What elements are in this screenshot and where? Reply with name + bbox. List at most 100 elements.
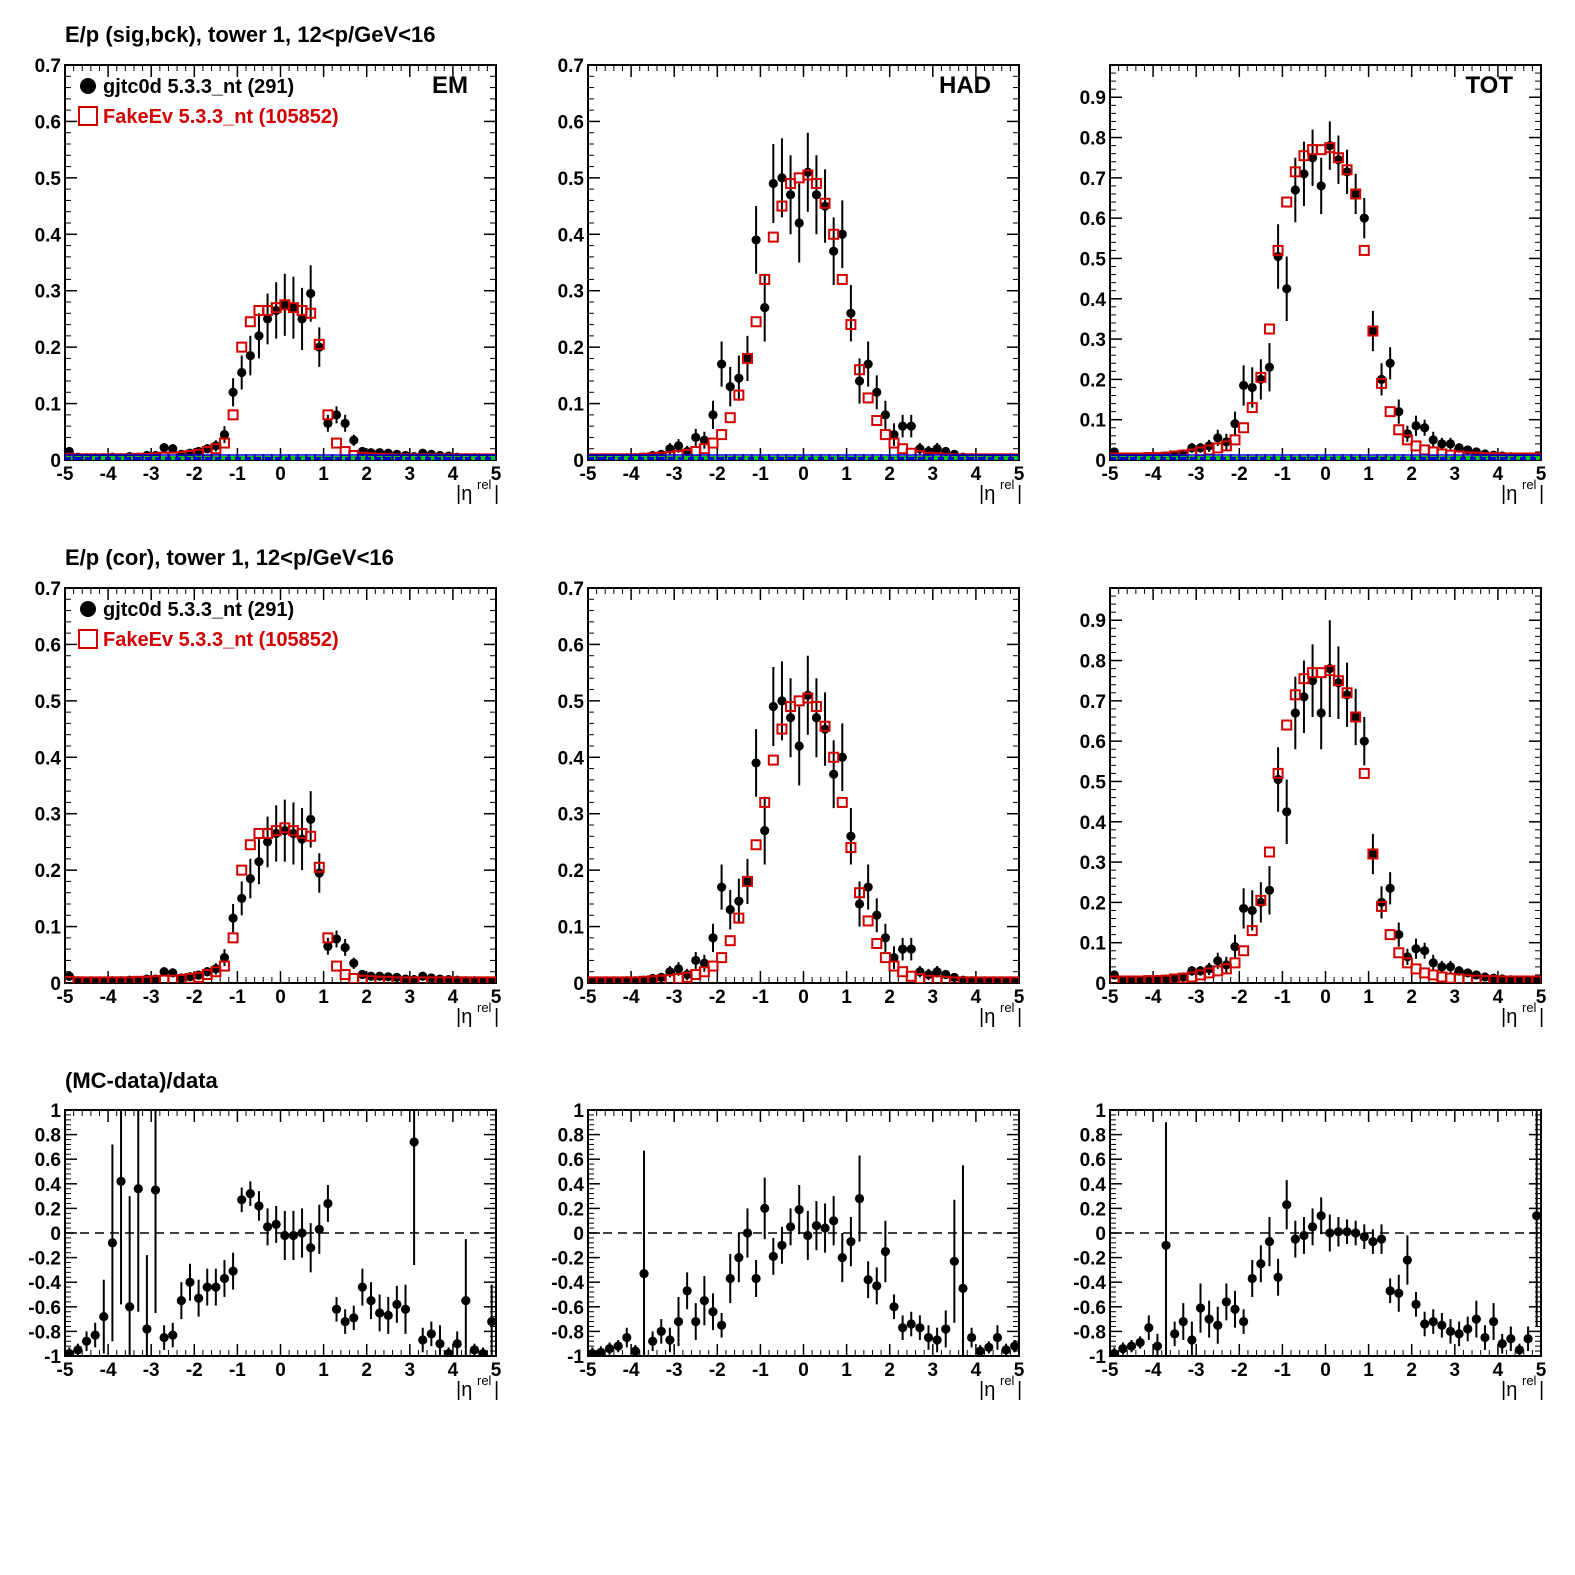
data-point (176, 1296, 186, 1306)
x-axis-label: |η (979, 1006, 995, 1028)
plot-area (1110, 121, 1541, 460)
data-point (331, 410, 342, 420)
mc-point (227, 932, 239, 944)
y-tick-label: 0 (50, 451, 61, 472)
y-tick-label: 0.7 (558, 579, 584, 600)
data-point (949, 1256, 959, 1266)
y-tick-label: 0.7 (558, 56, 584, 77)
x-tick-label: 3 (1450, 1360, 1461, 1381)
x-tick-label: 1 (841, 987, 852, 1008)
x-axis-label-sup: rel (477, 1000, 492, 1015)
y-tick-label: 0.4 (35, 748, 62, 769)
data-point (237, 1195, 247, 1205)
data-point (237, 893, 247, 903)
x-tick-label: -1 (752, 1360, 769, 1381)
y-tick-label: 0.3 (35, 805, 61, 826)
data-point (880, 1246, 890, 1257)
panel-tag-em: EM (432, 72, 468, 99)
data-point (1514, 1345, 1525, 1355)
data-point (829, 1216, 839, 1226)
data-point (1273, 1272, 1283, 1282)
data-point (898, 944, 908, 954)
y-tick-label: 0.2 (1080, 893, 1106, 914)
y-tick-label: 0.2 (558, 338, 584, 359)
x-tick-label: -5 (57, 1360, 74, 1381)
plot-frame (1109, 64, 1542, 461)
data-point (73, 1345, 83, 1355)
mc-point (871, 938, 883, 949)
plot-area (588, 655, 1019, 983)
x-tick-label: -1 (229, 464, 246, 485)
mc-point (767, 754, 779, 766)
data-point (150, 1185, 161, 1195)
data-point (357, 1282, 367, 1292)
data-point (829, 246, 839, 256)
mc-point (1272, 244, 1284, 256)
y-tick-label: 0.4 (1080, 1175, 1107, 1196)
x-tick-label: -5 (1102, 464, 1119, 485)
mc-point (888, 437, 900, 449)
x-axis-label: |η (1501, 1006, 1517, 1028)
x-axis-label-bar: | (1539, 1379, 1544, 1401)
data-point (604, 1344, 615, 1354)
mc-point (1367, 848, 1379, 860)
data-point (1110, 1348, 1119, 1356)
y-tick-label: 0.4 (558, 1175, 585, 1196)
mc-point (244, 839, 256, 851)
panel-had-row0: -5 -4 -3 -2 -1 0 1 2 3 4 5 0 0.1 0.2 0.3 0.4 0.5 0.6 0.7 |η… (558, 56, 1025, 505)
y-tick-label: 0.1 (558, 395, 585, 416)
data-point (478, 1348, 488, 1356)
y-tick-label: 0.1 (35, 395, 62, 416)
y-tick-label: 0.5 (35, 169, 62, 190)
background-marker (1009, 454, 1019, 460)
data-point (1359, 1232, 1369, 1242)
data-point (1445, 1326, 1456, 1336)
mc-point (836, 796, 848, 808)
data-point (898, 421, 908, 431)
mc-point (845, 319, 857, 331)
x-tick-label: 3 (1450, 987, 1461, 1008)
data-point (1420, 1319, 1430, 1329)
data-point (863, 1275, 873, 1285)
data-point (331, 934, 342, 944)
y-tick-label: 0.1 (1080, 934, 1107, 955)
x-axis-label-bar: | (1539, 1006, 1544, 1028)
plot-frame (587, 64, 1020, 461)
data-point (958, 1283, 968, 1293)
data-point (648, 1336, 658, 1346)
x-axis-label-bar: | (1539, 483, 1544, 505)
mc-point (854, 364, 866, 376)
y-tick-label: 0.5 (1080, 772, 1107, 793)
y-tick-label: 0 (50, 1224, 61, 1245)
data-point (708, 1307, 718, 1317)
data-point (1213, 1320, 1223, 1330)
data-point (1368, 849, 1378, 859)
x-tick-label: 2 (361, 1360, 372, 1381)
x-tick-label: -3 (143, 1360, 160, 1381)
data-point (288, 1230, 299, 1241)
mc-point (785, 701, 797, 712)
x-tick-label: 4 (1493, 1360, 1504, 1381)
mc-point (1376, 377, 1388, 389)
data-point (1299, 169, 1309, 179)
mc-point (1272, 767, 1284, 779)
data-point (1394, 407, 1404, 417)
mc-point (1255, 371, 1267, 383)
x-tick-label: -4 (1145, 987, 1162, 1008)
mc-point (698, 966, 710, 978)
x-tick-label: -2 (709, 987, 726, 1008)
data-point (975, 1346, 985, 1356)
x-tick-label: 4 (448, 987, 459, 1008)
mc-point (741, 875, 753, 887)
mc-point (776, 723, 788, 735)
x-tick-label: 5 (491, 1360, 502, 1381)
data-point (306, 1243, 316, 1253)
y-tick-label: 0.4 (558, 225, 585, 246)
x-tick-label: 2 (361, 987, 372, 1008)
data-point (219, 430, 230, 440)
data-point (1144, 976, 1154, 983)
data-point (1001, 977, 1011, 983)
data-point (1428, 1316, 1438, 1327)
y-tick-label: 0.6 (558, 635, 584, 656)
x-tick-label: -2 (186, 464, 203, 485)
